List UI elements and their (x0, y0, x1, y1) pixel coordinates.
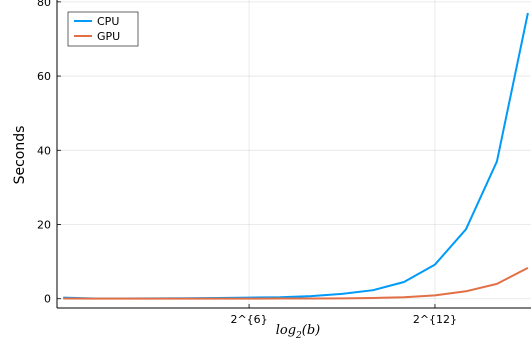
y-axis-label: Seconds (12, 126, 28, 185)
y-tick-label: 40 (37, 144, 51, 157)
x-tick-label: 2^{6} (230, 313, 267, 326)
x-axis-label: log2(b) (276, 323, 321, 341)
x-tick-label: 2^{12} (413, 313, 457, 326)
grid-lines (57, 0, 531, 308)
y-tick-label: 80 (37, 0, 51, 9)
legend: CPU GPU (67, 11, 139, 47)
y-tick-label: 20 (37, 219, 51, 232)
y-tick-label: 60 (37, 70, 51, 83)
legend-label-gpu: GPU (97, 30, 120, 43)
series-layer (63, 12, 529, 300)
x-axis-label-subscript: 2 (295, 331, 302, 341)
legend-box (67, 11, 139, 47)
tick-labels: 0 20 40 60 80 2^{6} 2^{12} (37, 0, 457, 326)
series-line-gpu (63, 267, 529, 300)
x-axis-label-argument: (b) (302, 323, 320, 338)
y-tick-label: 0 (44, 293, 51, 306)
axes (56, 0, 531, 309)
legend-label-cpu: CPU (97, 15, 119, 28)
series-line-cpu (63, 12, 529, 300)
x-axis-label-base: log (276, 323, 296, 338)
